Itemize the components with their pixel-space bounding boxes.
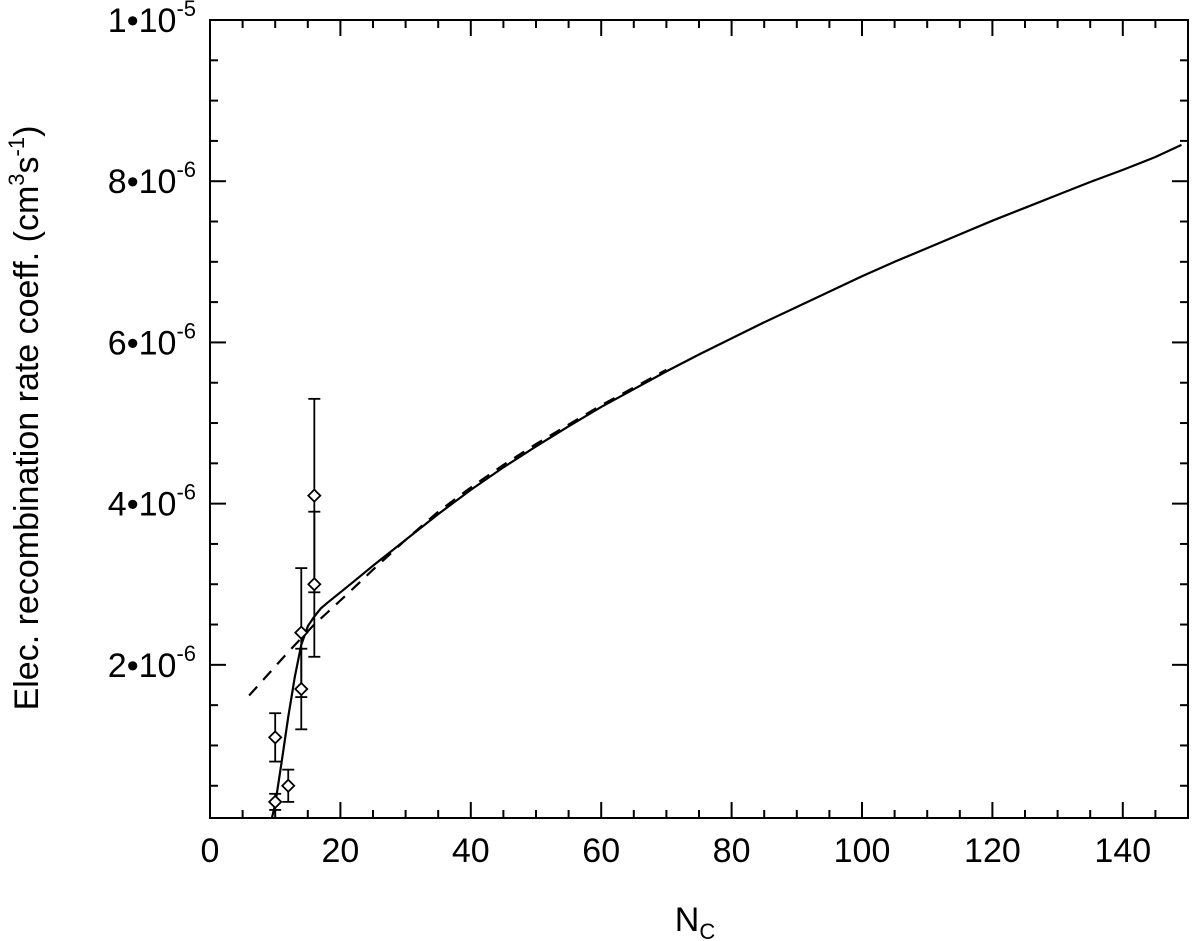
x-tick-label: 0: [201, 832, 220, 870]
data-point: [267, 712, 283, 763]
diamond-marker: [307, 488, 322, 503]
diamond-marker: [267, 730, 283, 745]
data-point: [307, 510, 322, 658]
y-tick-label: 6•10-6: [108, 318, 196, 362]
diamond-marker: [294, 625, 309, 640]
y-tick-label: 2•10-6: [108, 641, 196, 685]
dashed-curve: [248, 368, 667, 697]
data-marks: [248, 143, 1182, 818]
x-tick-label: 20: [321, 832, 359, 870]
x-tick-label: 60: [582, 832, 620, 870]
x-tick-label: 140: [1094, 832, 1151, 870]
plot-frame: [209, 19, 1189, 819]
x-axis-title: NC: [675, 901, 716, 941]
data-point: [280, 768, 296, 803]
diamond-marker: [280, 778, 296, 794]
axes: 0 20 40 60 80 100 120 140 2•10-6 4•10-6 6•10-6 8•10…: [108, 0, 1189, 870]
x-tick-label: 40: [452, 832, 490, 870]
y-tick-label: 8•10-6: [108, 157, 196, 201]
diamond-marker: [307, 576, 322, 592]
y-tick-label: 4•10-6: [108, 480, 196, 524]
diamond-marker: [294, 681, 309, 697]
diamond-marker: [267, 794, 283, 810]
x-tick-label: 100: [834, 832, 891, 870]
solid-curve: [270, 143, 1182, 818]
y-tick-label: 1•10-5: [108, 0, 196, 40]
data-point: [294, 647, 309, 731]
x-tick-label: 120: [964, 832, 1021, 870]
data-point: [267, 792, 283, 811]
x-tick-label: 80: [713, 832, 751, 870]
y-axis-title: Elec. recombination rate coeff. (cm3s-1): [4, 126, 46, 711]
